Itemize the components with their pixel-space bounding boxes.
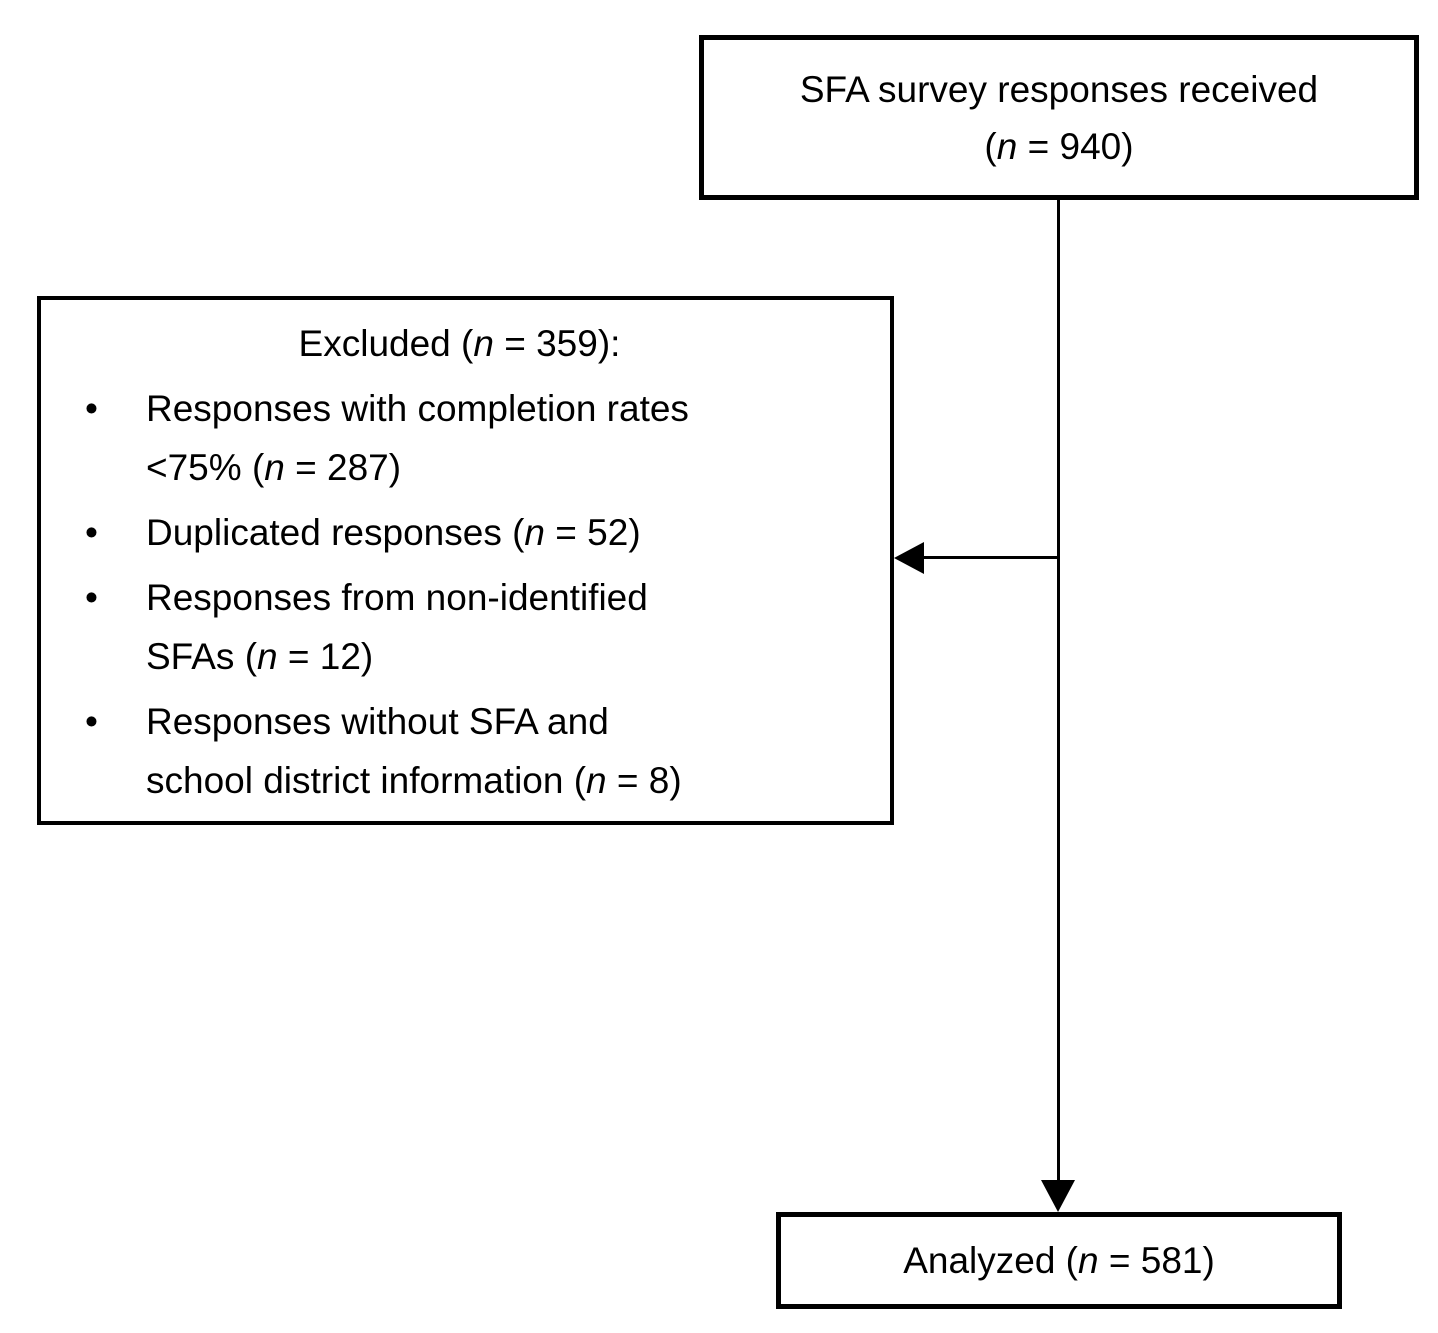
bullet-icon: •: [85, 388, 98, 429]
excluded-item-text: Responses without SFA and school distric…: [146, 692, 878, 810]
analyzed-text: Analyzed (n = 581): [903, 1232, 1215, 1289]
list-item: • Duplicated responses (n = 52): [41, 503, 878, 562]
n-symbol: n: [1078, 1240, 1099, 1281]
n-symbol: n: [257, 636, 278, 677]
text-segment: Excluded (: [298, 323, 474, 364]
n-symbol: n: [473, 323, 494, 364]
arrow-left-icon: [894, 542, 924, 574]
n-symbol: n: [996, 125, 1018, 167]
list-item: • Responses without SFA and school distr…: [41, 692, 878, 810]
excluded-box: Excluded (n = 359): • Responses with com…: [37, 296, 894, 825]
horizontal-connector-line: [920, 556, 1060, 559]
sfa-responses-line1: SFA survey responses received: [800, 61, 1318, 118]
list-item: • Responses with completion rates <75% (…: [41, 379, 878, 497]
vertical-connector-line: [1057, 200, 1060, 1182]
excluded-title: Excluded (n = 359):: [41, 314, 878, 373]
bullet-icon: •: [85, 701, 98, 742]
text-segment: Responses from non-identified SFAs (: [146, 577, 648, 677]
text-segment: = 359):: [493, 323, 621, 364]
text-segment: = 581): [1098, 1240, 1215, 1281]
text-segment: = 940): [1017, 125, 1134, 167]
text-segment: Responses without SFA and school distric…: [146, 701, 609, 801]
analyzed-box: Analyzed (n = 581): [776, 1212, 1342, 1309]
list-item: • Responses from non-identified SFAs (n …: [41, 568, 878, 686]
sfa-responses-line2: (n = 940): [984, 118, 1133, 175]
text-segment: SFA survey responses received: [799, 68, 1319, 110]
sfa-responses-box: SFA survey responses received (n = 940): [699, 35, 1419, 200]
text-segment: = 8): [606, 760, 682, 801]
n-symbol: n: [586, 760, 607, 801]
bullet-icon: •: [85, 512, 98, 553]
text-segment: = 12): [277, 636, 374, 677]
text-segment: = 287): [284, 447, 402, 488]
excluded-item-text: Duplicated responses (n = 52): [146, 503, 878, 562]
arrow-down-icon: [1041, 1180, 1075, 1212]
excluded-list: • Responses with completion rates <75% (…: [41, 379, 878, 810]
text-segment: (: [984, 125, 997, 167]
excluded-item-text: Responses with completion rates <75% (n …: [146, 379, 878, 497]
bullet-icon: •: [85, 577, 98, 618]
text-segment: Responses with completion rates <75% (: [146, 388, 689, 488]
n-symbol: n: [524, 512, 545, 553]
text-segment: Analyzed (: [903, 1240, 1078, 1281]
text-segment: Duplicated responses (: [146, 512, 525, 553]
text-segment: = 52): [545, 512, 641, 553]
n-symbol: n: [264, 447, 285, 488]
excluded-item-text: Responses from non-identified SFAs (n = …: [146, 568, 878, 686]
